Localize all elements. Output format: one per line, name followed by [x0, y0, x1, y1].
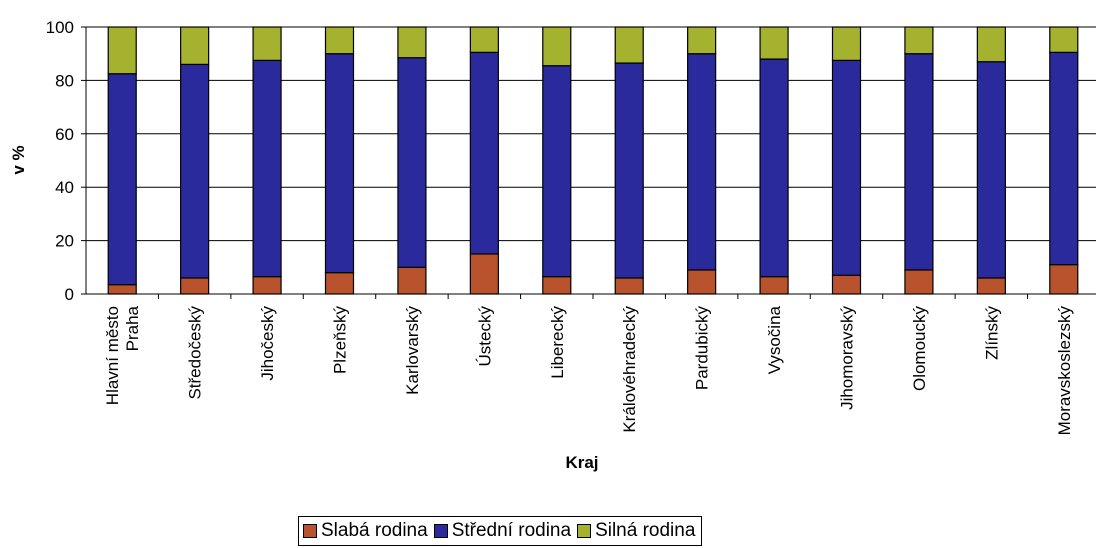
- y-tick-label-0: 0: [65, 285, 74, 304]
- bar-segment-stredni-10: [831, 59, 862, 276]
- y-tick-label-80: 80: [55, 71, 74, 90]
- x-tick-label-5: Ústecký: [475, 306, 494, 367]
- bar-segment-slaba-13: [1049, 264, 1079, 295]
- x-tick-label-line: Jihočeský: [258, 306, 277, 381]
- x-tick-label-line: Královéhradecký: [620, 306, 639, 433]
- bar-segment-silna-7: [614, 26, 644, 64]
- legend-swatch-stredni: [433, 524, 448, 538]
- x-tick-label-line: Hlavní město: [103, 306, 122, 405]
- axes: [81, 26, 1096, 299]
- x-tick-label-1: Středočeský: [186, 306, 205, 400]
- y-tick-labels: 0 20 40 60 80 100: [46, 18, 74, 304]
- bar-segment-stredni-2: [252, 59, 282, 278]
- x-tick-label-4: Karlovarský: [403, 306, 422, 395]
- legend-label-silna: Silná rodina: [595, 520, 696, 541]
- legend-swatch-silna: [577, 524, 592, 538]
- bar-segment-stredni-13: [1049, 51, 1079, 266]
- y-tick-label-20: 20: [55, 232, 74, 251]
- bar-segment-stredni-9: [759, 58, 789, 278]
- bar-segment-slaba-7: [614, 277, 644, 295]
- bar-segment-silna-0: [107, 26, 137, 75]
- bar-segment-slaba-1: [180, 277, 210, 295]
- legend-item-stredni: Střední rodina: [433, 520, 572, 542]
- x-tick-label-line: Vysočina: [765, 305, 784, 374]
- bar-segment-slaba-9: [759, 276, 789, 295]
- y-tick-label-60: 60: [55, 125, 74, 144]
- bars: [107, 26, 1079, 295]
- x-tick-label-line: Pardubický: [693, 306, 712, 391]
- bar-segment-stredni-3: [324, 53, 355, 274]
- bar-segment-silna-12: [976, 26, 1006, 63]
- x-tick-label-3: Plzeňský: [331, 306, 350, 375]
- x-tick-label-line: Praha: [123, 305, 142, 351]
- legend-label-slaba: Slabá rodina: [321, 520, 428, 541]
- x-tick-label-11: Olomoucký: [910, 306, 929, 392]
- bar-segment-silna-1: [180, 26, 210, 65]
- legend-item-slaba: Slabá rodina: [303, 520, 428, 542]
- bar-segment-silna-6: [542, 26, 572, 67]
- bar-segment-silna-2: [252, 26, 282, 61]
- x-tick-label-0: Hlavní městoPraha: [103, 305, 142, 405]
- legend-item-silna: Silná rodina: [577, 520, 695, 542]
- bar-segment-slaba-12: [976, 277, 1006, 295]
- bar-segment-silna-9: [759, 26, 789, 60]
- x-tick-label-line: Karlovarský: [403, 306, 422, 395]
- bar-segment-silna-4: [397, 26, 427, 59]
- bar-segment-slaba-0: [107, 284, 137, 295]
- legend-label-stredni: Střední rodina: [451, 520, 572, 541]
- bar-segment-silna-13: [1049, 26, 1079, 53]
- x-tick-label-8: Pardubický: [693, 306, 712, 391]
- x-tick-label-2: Jihočeský: [258, 306, 277, 381]
- bar-segment-stredni-11: [904, 53, 934, 271]
- bar-segment-slaba-6: [542, 276, 572, 295]
- bar-segment-slaba-5: [469, 253, 499, 295]
- bar-segment-silna-8: [687, 26, 717, 55]
- x-tick-label-7: Královéhradecký: [620, 306, 639, 433]
- bar-segment-stredni-5: [469, 51, 499, 255]
- x-tick-label-10: Jihomoravský: [838, 306, 857, 410]
- x-tick-label-line: Zlínský: [982, 306, 1001, 360]
- bar-segment-slaba-11: [904, 269, 934, 295]
- x-tick-label-line: Plzeňský: [331, 306, 350, 375]
- legend-swatch-slaba: [303, 524, 317, 538]
- bar-segment-silna-3: [324, 26, 355, 55]
- y-axis-title: v %: [9, 145, 28, 174]
- x-tick-label-line: Liberecký: [548, 306, 567, 379]
- x-tick-label-12: Zlínský: [982, 306, 1001, 360]
- bar-segment-silna-10: [831, 26, 862, 61]
- bar-segment-slaba-8: [687, 269, 717, 295]
- gridlines: [86, 26, 1096, 242]
- bar-segment-stredni-1: [180, 63, 210, 279]
- y-tick-label-100: 100: [46, 18, 74, 37]
- bar-segment-stredni-0: [107, 73, 137, 286]
- x-tick-label-line: Středočeský: [186, 306, 205, 400]
- bar-segment-stredni-8: [687, 53, 717, 271]
- bar-segment-slaba-3: [324, 272, 355, 295]
- bar-segment-stredni-6: [542, 65, 572, 278]
- bar-segment-slaba-4: [397, 266, 427, 295]
- chart-legend: Slabá rodina Střední rodina Silná rodina: [298, 516, 703, 546]
- x-tick-label-line: Jihomoravský: [838, 306, 857, 410]
- x-tick-label-line: Olomoucký: [910, 306, 929, 392]
- bar-segment-stredni-12: [976, 61, 1006, 279]
- x-tick-label-line: Ústecký: [475, 306, 494, 367]
- x-tick-labels: Hlavní městoPraha Středočeský Jihočeský Plz…: [103, 305, 1074, 435]
- bar-segment-stredni-4: [397, 57, 427, 268]
- x-axis-title: Kraj: [565, 453, 598, 472]
- y-tick-label-40: 40: [55, 178, 74, 197]
- bar-segment-slaba-2: [252, 276, 282, 295]
- bar-segment-silna-11: [904, 26, 934, 55]
- bar-segment-stredni-7: [614, 62, 644, 279]
- bar-segment-silna-5: [469, 26, 499, 53]
- x-tick-label-6: Liberecký: [548, 306, 567, 379]
- x-tick-label-13: Moravskoslezský: [1055, 306, 1074, 436]
- stacked-bar-chart: 0 20 40 60 80 100 Hlavní městoPraha Středočesk…: [9, 18, 1096, 472]
- x-tick-label-9: Vysočina: [765, 305, 784, 374]
- bar-segment-slaba-10: [831, 274, 862, 295]
- x-tick-label-line: Moravskoslezský: [1055, 306, 1074, 436]
